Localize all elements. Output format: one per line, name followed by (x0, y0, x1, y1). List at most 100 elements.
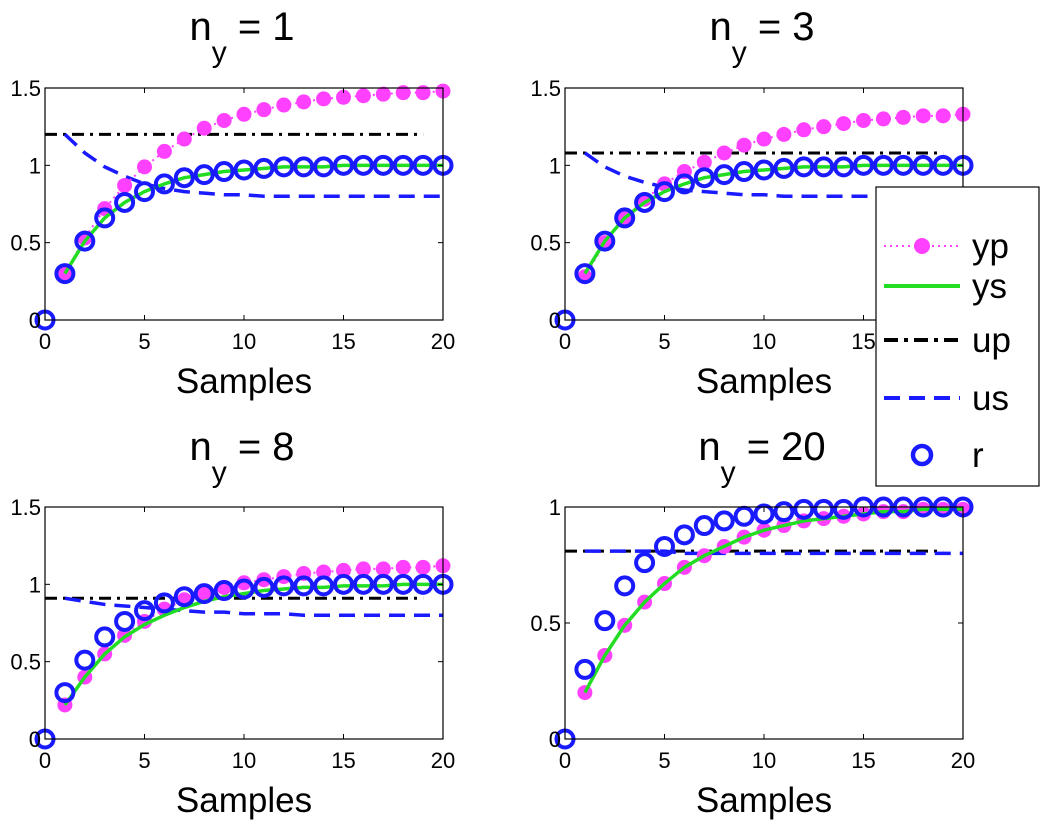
subplot-title: ny = 1 (189, 5, 294, 69)
series-us-line (63, 133, 443, 199)
series-r-point (253, 157, 275, 179)
series-yp-point (316, 564, 332, 580)
series-yp-point (336, 89, 351, 105)
series-r-point (54, 263, 76, 285)
x-tick-label: 5 (138, 748, 150, 773)
series-r-point (693, 515, 715, 537)
series-r-point (813, 156, 835, 178)
y-tick-label: 0 (549, 308, 561, 333)
series-r-point (713, 164, 735, 186)
series-yp-point (355, 561, 371, 577)
subplot-title: ny = 3 (709, 5, 814, 69)
series-r-point (233, 159, 255, 181)
series-yp-point (355, 88, 371, 104)
series-r-point (753, 159, 775, 181)
series-r-point (313, 156, 335, 178)
series-r-point (392, 154, 414, 176)
subplot-4: ny = 20 0 5 10 15 20 0 0.5 1 Samples (530, 425, 975, 820)
series-r-point (293, 575, 315, 597)
legend-item-r: r (910, 436, 984, 475)
series-yp-point (216, 112, 232, 128)
series-r-point (352, 573, 374, 595)
legend-item-up: up (884, 321, 1011, 360)
x-tick-label: 10 (232, 329, 256, 354)
series-r-point (74, 649, 96, 671)
subplot-1: ny = 1 0 5 10 15 20 0 0.5 1 1.5 Samples (10, 5, 455, 401)
series-r-point (773, 501, 795, 523)
series-yp-point (415, 85, 431, 101)
series-yp-point (156, 143, 172, 159)
series-r-point (932, 154, 954, 176)
series-r-point (793, 498, 815, 520)
series-yp-point (915, 108, 931, 124)
legend-swatch-marker (914, 238, 930, 254)
series-r-point (673, 524, 695, 546)
series-yp-point (236, 106, 252, 122)
series-r-point (54, 682, 76, 704)
series-ys-line (583, 507, 963, 694)
series-r-point (333, 154, 354, 176)
series-r-point (733, 161, 755, 183)
series-yp-point (276, 97, 292, 113)
series-yp-point (296, 94, 312, 110)
y-tick-label: 1 (29, 572, 41, 597)
series-r-point (412, 154, 434, 176)
series-r-point (134, 600, 155, 622)
y-tick-label: 1 (549, 495, 561, 520)
series-r-point (173, 167, 195, 189)
plot-area (45, 507, 443, 739)
series-r-point (153, 173, 175, 195)
y-tick-label: 0.5 (10, 231, 41, 256)
series-r-point (574, 658, 596, 680)
legend-item-ys: ys (884, 267, 1007, 306)
series-yp-point (395, 559, 411, 575)
series-r-point (313, 575, 335, 597)
series-yp-point (117, 177, 133, 193)
x-tick-label: 0 (559, 748, 571, 773)
subplot-title: ny = 20 (698, 425, 825, 489)
series-yp-point (395, 85, 411, 101)
series-r-point (693, 167, 715, 189)
series-yp-point (875, 111, 891, 127)
x-axis-label: Samples (176, 781, 312, 820)
series-r-point (713, 510, 735, 532)
x-tick-label: 10 (232, 748, 256, 773)
series-us-line (584, 549, 963, 556)
series-r-point (372, 154, 394, 176)
series-yp-point (196, 586, 212, 602)
x-tick-label: 0 (559, 329, 571, 354)
legend-label: yp (972, 227, 1009, 266)
legend-swatch-marker (910, 443, 934, 467)
y-tick-label: 1.5 (10, 76, 41, 101)
x-tick-label: 15 (851, 748, 875, 773)
series-r-point (912, 154, 934, 176)
series-r-point (614, 207, 636, 229)
x-tick-label: 10 (752, 748, 776, 773)
x-tick-label: 15 (851, 329, 875, 354)
series-r-point (134, 181, 155, 203)
legend-item-us: us (884, 379, 1009, 418)
legend-label: us (972, 379, 1009, 418)
series-r-point (114, 191, 136, 213)
series-r-point (173, 586, 195, 608)
series-yp-point (415, 559, 431, 575)
series-r-point (273, 156, 295, 178)
y-tick-label: 0 (29, 308, 41, 333)
series-yp-point (895, 109, 911, 125)
series-r-point (634, 191, 656, 213)
series-yp-point (856, 112, 871, 128)
x-tick-label: 15 (331, 329, 355, 354)
x-tick-label: 0 (39, 329, 51, 354)
series-yp-point (375, 86, 391, 102)
series-r-point (392, 573, 414, 595)
series-r-point (673, 173, 695, 195)
series-r-point (773, 157, 795, 179)
series-yp-point (176, 131, 192, 147)
series-yp-point (316, 91, 332, 107)
x-tick-label: 5 (658, 748, 670, 773)
x-tick-label: 10 (752, 329, 776, 354)
legend-item-yp: yp (884, 227, 1009, 266)
series-r-point (853, 154, 874, 176)
x-tick-label: 20 (951, 748, 975, 773)
